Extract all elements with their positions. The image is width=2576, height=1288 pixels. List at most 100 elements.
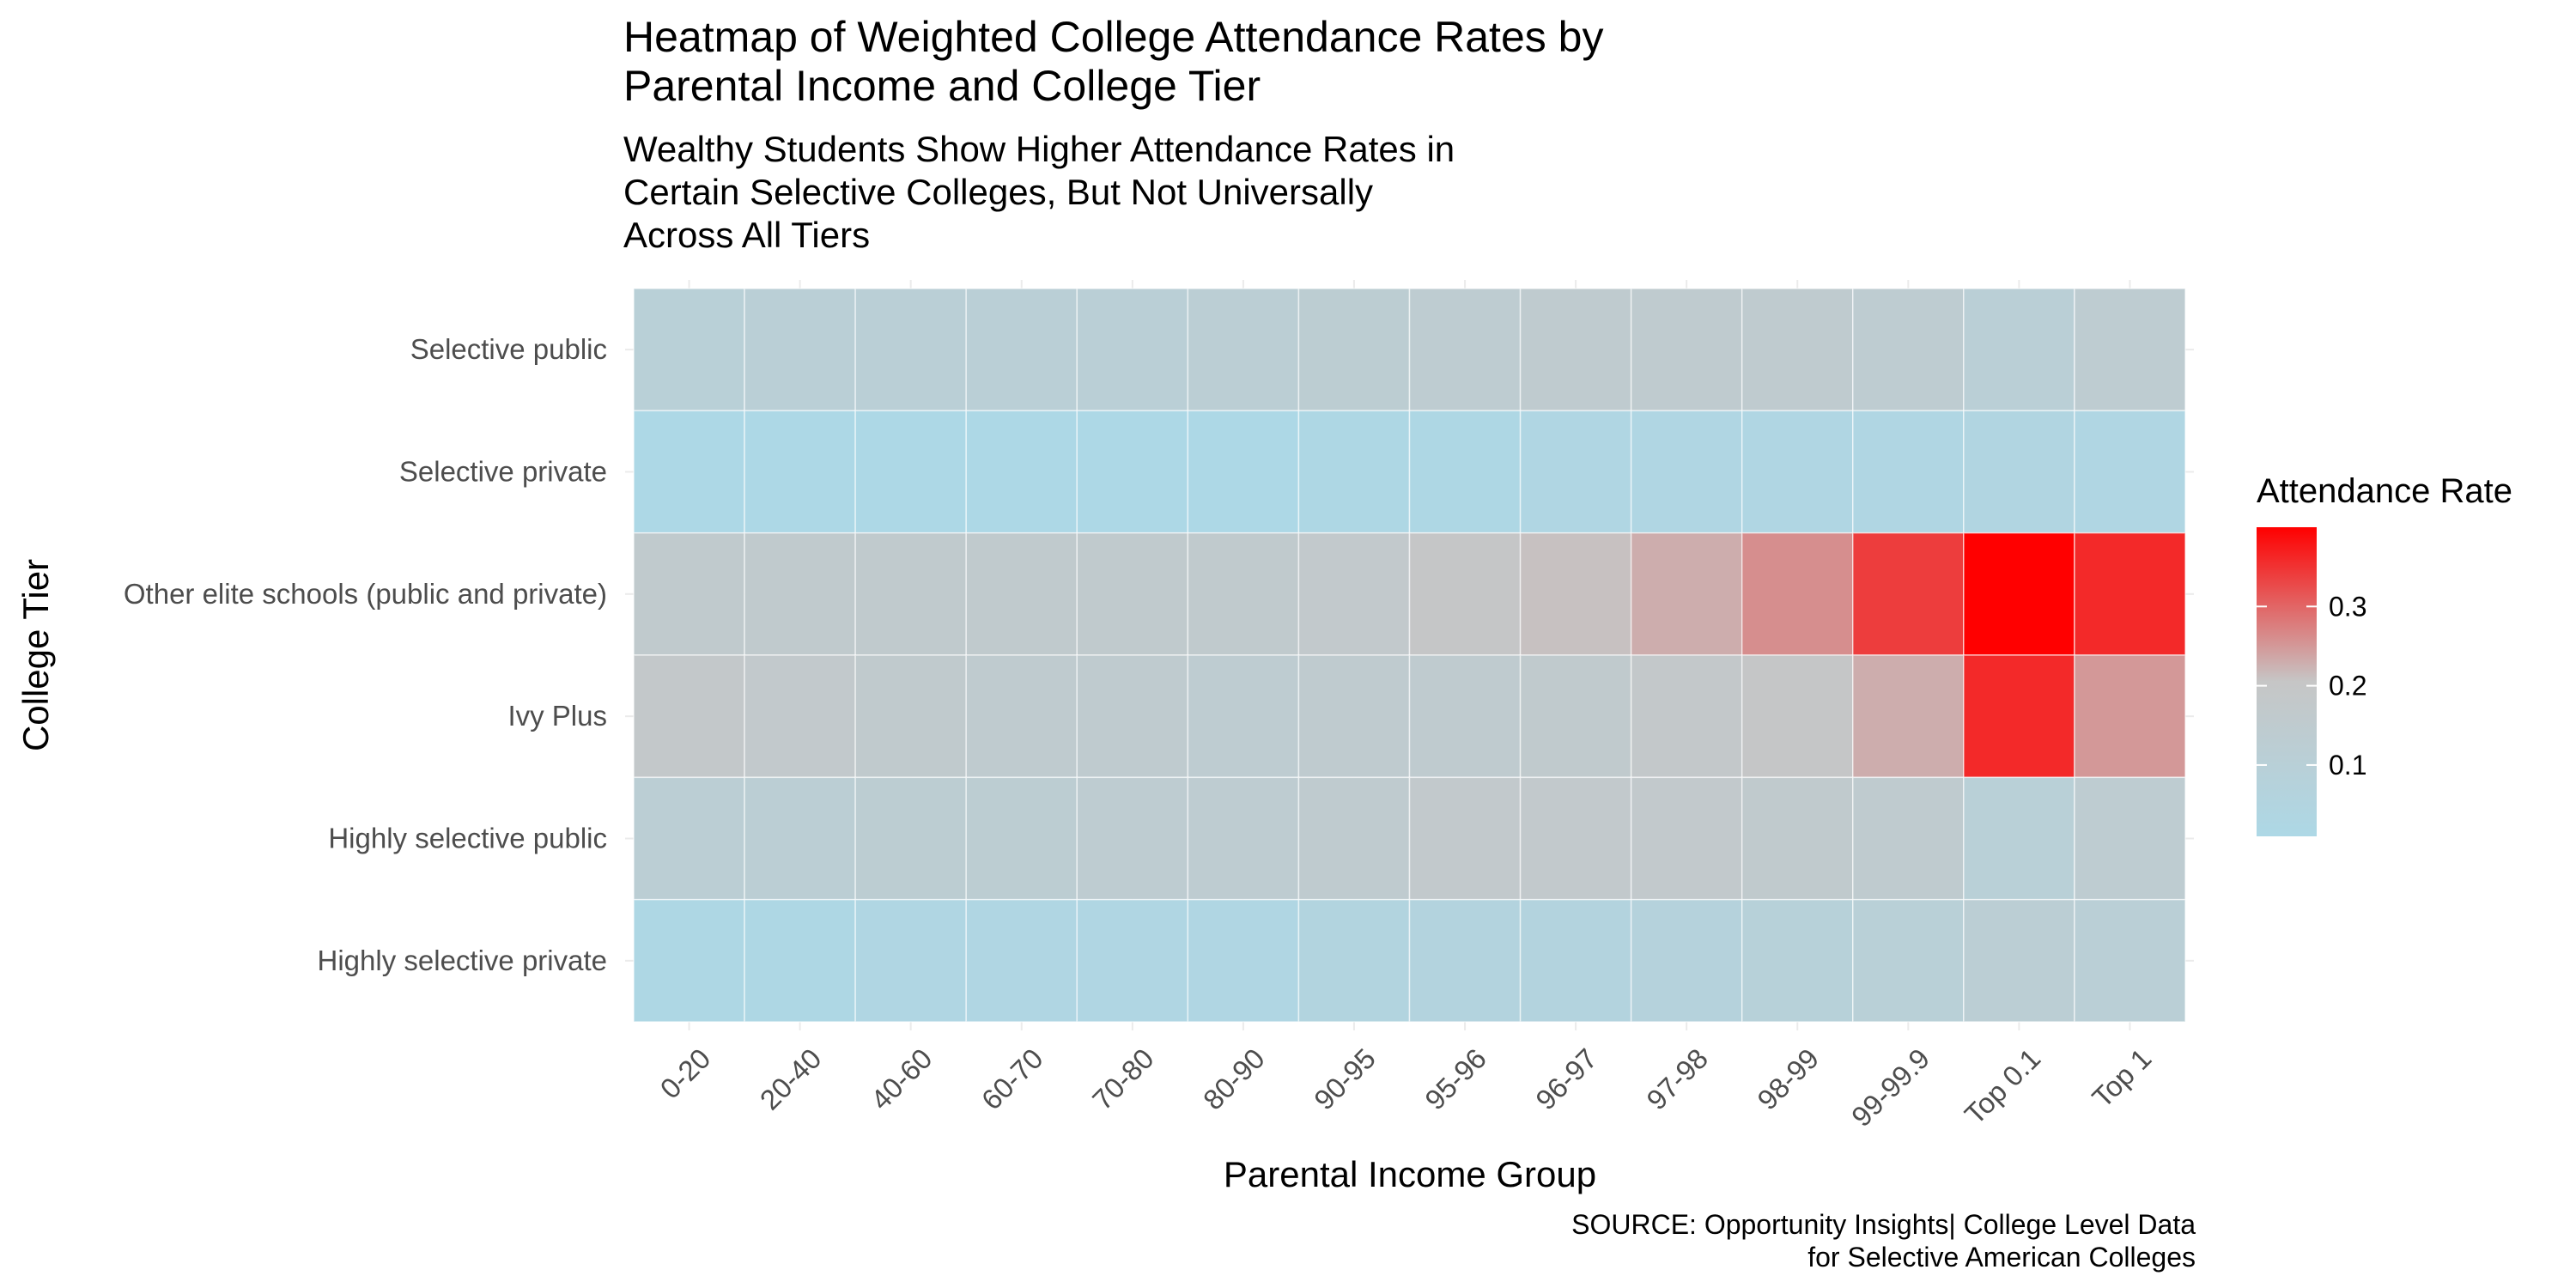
heatmap-cell-ivy-plus-99-99-9: [1852, 654, 1965, 779]
heatmap-cell-ivy-plus-96-97: [1519, 654, 1632, 779]
heatmap-cell-selective-private-40-60: [854, 410, 967, 534]
x-tick-label-96-97: 96-97: [1529, 1042, 1603, 1116]
chart-subtitle-line-2: Certain Selective Colleges, But Not Univ…: [623, 172, 1373, 212]
heatmap-cell-highly-selective-public-top-1: [2074, 776, 2186, 901]
heatmap-cell-highly-selective-private-80-90: [1187, 898, 1300, 1023]
heatmap-cell-highly-selective-public-99-99-9: [1852, 776, 1965, 901]
heatmap-cell-selective-public-top-1: [2074, 288, 2186, 412]
heatmap-cell-ivy-plus-80-90: [1187, 654, 1300, 779]
y-tick-label-highly-selective-public: Highly selective public: [328, 823, 607, 854]
heatmap-cell-other-elite-schools-public-and-private-60-70: [965, 532, 1078, 656]
x-tick-label-80-90: 80-90: [1197, 1042, 1271, 1116]
heatmap-cell-selective-public-top-0-1: [1963, 288, 2075, 412]
x-axis-tick-labels: 0-20 20-40 40-60 60-70 70-80 80-90 90-95 95-96 9…: [654, 1042, 2158, 1133]
heatmap-cells: [633, 288, 2186, 1023]
y-tick-label-other-elite-schools-public-and-private: Other elite schools (public and private): [124, 578, 607, 610]
chart-title-line-1: Heatmap of Weighted College Attendance R…: [623, 13, 1603, 61]
heatmap-cell-highly-selective-private-98-99: [1741, 898, 1854, 1023]
heatmap-cell-highly-selective-public-97-98: [1630, 776, 1743, 901]
heatmap-cell-highly-selective-public-98-99: [1741, 776, 1854, 901]
heatmap-cell-other-elite-schools-public-and-private-70-80: [1076, 532, 1189, 656]
heatmap-cell-selective-private-20-40: [744, 410, 856, 534]
heatmap-cell-ivy-plus-95-96: [1408, 654, 1522, 779]
x-tick-label-40-60: 40-60: [865, 1042, 939, 1116]
heatmap-cell-highly-selective-private-20-40: [744, 898, 856, 1023]
heatmap-cell-highly-selective-public-40-60: [854, 776, 967, 901]
x-tick-label-0-20: 0-20: [654, 1042, 717, 1105]
heatmap-cell-selective-private-97-98: [1630, 410, 1743, 534]
x-tick-label-95-96: 95-96: [1419, 1042, 1492, 1116]
heatmap-cell-highly-selective-public-80-90: [1187, 776, 1300, 901]
heatmap-cell-highly-selective-private-95-96: [1408, 898, 1522, 1023]
heatmap-cell-selective-public-98-99: [1741, 288, 1854, 412]
heatmap-cell-other-elite-schools-public-and-private-99-99-9: [1852, 532, 1965, 656]
x-tick-label-20-40: 20-40: [754, 1042, 828, 1116]
heatmap-cell-selective-private-60-70: [965, 410, 1078, 534]
heatmap-cell-selective-public-20-40: [744, 288, 856, 412]
heatmap-cell-highly-selective-public-0-20: [633, 776, 745, 901]
heatmap-cell-selective-public-40-60: [854, 288, 967, 412]
heatmap-cell-highly-selective-private-90-95: [1297, 898, 1411, 1023]
color-legend: Attendance Rate 0.1 0.2 0.3: [2257, 472, 2512, 836]
heatmap-cell-ivy-plus-70-80: [1076, 654, 1189, 779]
x-tick-label-top-1: Top 1: [2086, 1042, 2157, 1114]
heatmap-cell-selective-private-95-96: [1408, 410, 1522, 534]
heatmap-cell-ivy-plus-98-99: [1741, 654, 1854, 779]
heatmap-cell-other-elite-schools-public-and-private-40-60: [854, 532, 967, 656]
x-tick-label-90-95: 90-95: [1308, 1042, 1382, 1116]
y-tick-label-selective-private: Selective private: [399, 456, 607, 488]
heatmap-cell-selective-private-70-80: [1076, 410, 1189, 534]
legend-tick-label: 0.1: [2329, 750, 2366, 781]
heatmap-cell-ivy-plus-97-98: [1630, 654, 1743, 779]
heatmap-cell-other-elite-schools-public-and-private-0-20: [633, 532, 745, 656]
heatmap-cell-selective-private-0-20: [633, 410, 745, 534]
legend-color-bar: [2257, 527, 2317, 836]
heatmap-cell-highly-selective-public-top-0-1: [1963, 776, 2075, 901]
heatmap-cell-selective-public-60-70: [965, 288, 1078, 412]
chart-subtitle-line-1: Wealthy Students Show Higher Attendance …: [623, 129, 1455, 169]
caption-line-2: for Selective American Colleges: [1807, 1242, 2196, 1273]
y-tick-label-ivy-plus: Ivy Plus: [507, 700, 607, 732]
chart-caption: SOURCE: Opportunity Insights| College Le…: [1571, 1209, 2196, 1273]
heatmap-cell-selective-public-95-96: [1408, 288, 1522, 412]
x-tick-label-70-80: 70-80: [1086, 1042, 1160, 1116]
heatmap-cell-other-elite-schools-public-and-private-98-99: [1741, 532, 1854, 656]
heatmap-cell-other-elite-schools-public-and-private-top-0-1: [1963, 532, 2075, 656]
heatmap-cell-highly-selective-public-70-80: [1076, 776, 1189, 901]
legend-tick-label: 0.2: [2329, 671, 2366, 702]
heatmap-cell-ivy-plus-top-1: [2074, 654, 2186, 779]
heatmap-cell-other-elite-schools-public-and-private-97-98: [1630, 532, 1743, 656]
chart-title-line-2: Parental Income and College Tier: [623, 62, 1261, 110]
chart-title: Heatmap of Weighted College Attendance R…: [623, 13, 1603, 110]
heatmap-cell-highly-selective-private-40-60: [854, 898, 967, 1023]
heatmap-cell-highly-selective-public-95-96: [1408, 776, 1522, 901]
x-tick-label-60-70: 60-70: [975, 1042, 1049, 1116]
legend-ticks: 0.1 0.2 0.3: [2257, 591, 2366, 781]
heatmap-cell-ivy-plus-20-40: [744, 654, 856, 779]
y-tick-label-highly-selective-private: Highly selective private: [318, 945, 607, 976]
caption-line-1: SOURCE: Opportunity Insights| College Le…: [1571, 1209, 2196, 1240]
heatmap-cell-selective-public-97-98: [1630, 288, 1743, 412]
legend-title: Attendance Rate: [2257, 472, 2512, 510]
heatmap-cell-ivy-plus-60-70: [965, 654, 1078, 779]
heatmap-cell-selective-public-99-99-9: [1852, 288, 1965, 412]
heatmap-cell-ivy-plus-90-95: [1297, 654, 1411, 779]
heatmap-cell-other-elite-schools-public-and-private-95-96: [1408, 532, 1522, 656]
heatmap-cell-selective-private-top-1: [2074, 410, 2186, 534]
x-tick-label-98-99: 98-99: [1751, 1042, 1825, 1116]
heatmap-cell-selective-private-90-95: [1297, 410, 1411, 534]
heatmap-cell-ivy-plus-40-60: [854, 654, 967, 779]
heatmap-cell-highly-selective-private-top-0-1: [1963, 898, 2075, 1023]
heatmap-cell-other-elite-schools-public-and-private-20-40: [744, 532, 856, 656]
heatmap-cell-selective-private-80-90: [1187, 410, 1300, 534]
legend-tick-label: 0.3: [2329, 591, 2366, 622]
heatmap-cell-highly-selective-public-96-97: [1519, 776, 1632, 901]
x-axis-title: Parental Income Group: [1224, 1154, 1596, 1194]
heatmap-cell-selective-public-70-80: [1076, 288, 1189, 412]
x-tick-label-99-99-9: 99-99.9: [1845, 1042, 1935, 1133]
heatmap-cell-other-elite-schools-public-and-private-96-97: [1519, 532, 1632, 656]
chart-subtitle-line-3: Across All Tiers: [623, 215, 870, 255]
heatmap-cell-selective-private-98-99: [1741, 410, 1854, 534]
y-axis-tick-labels: Selective public Selective private Other e…: [124, 333, 607, 976]
